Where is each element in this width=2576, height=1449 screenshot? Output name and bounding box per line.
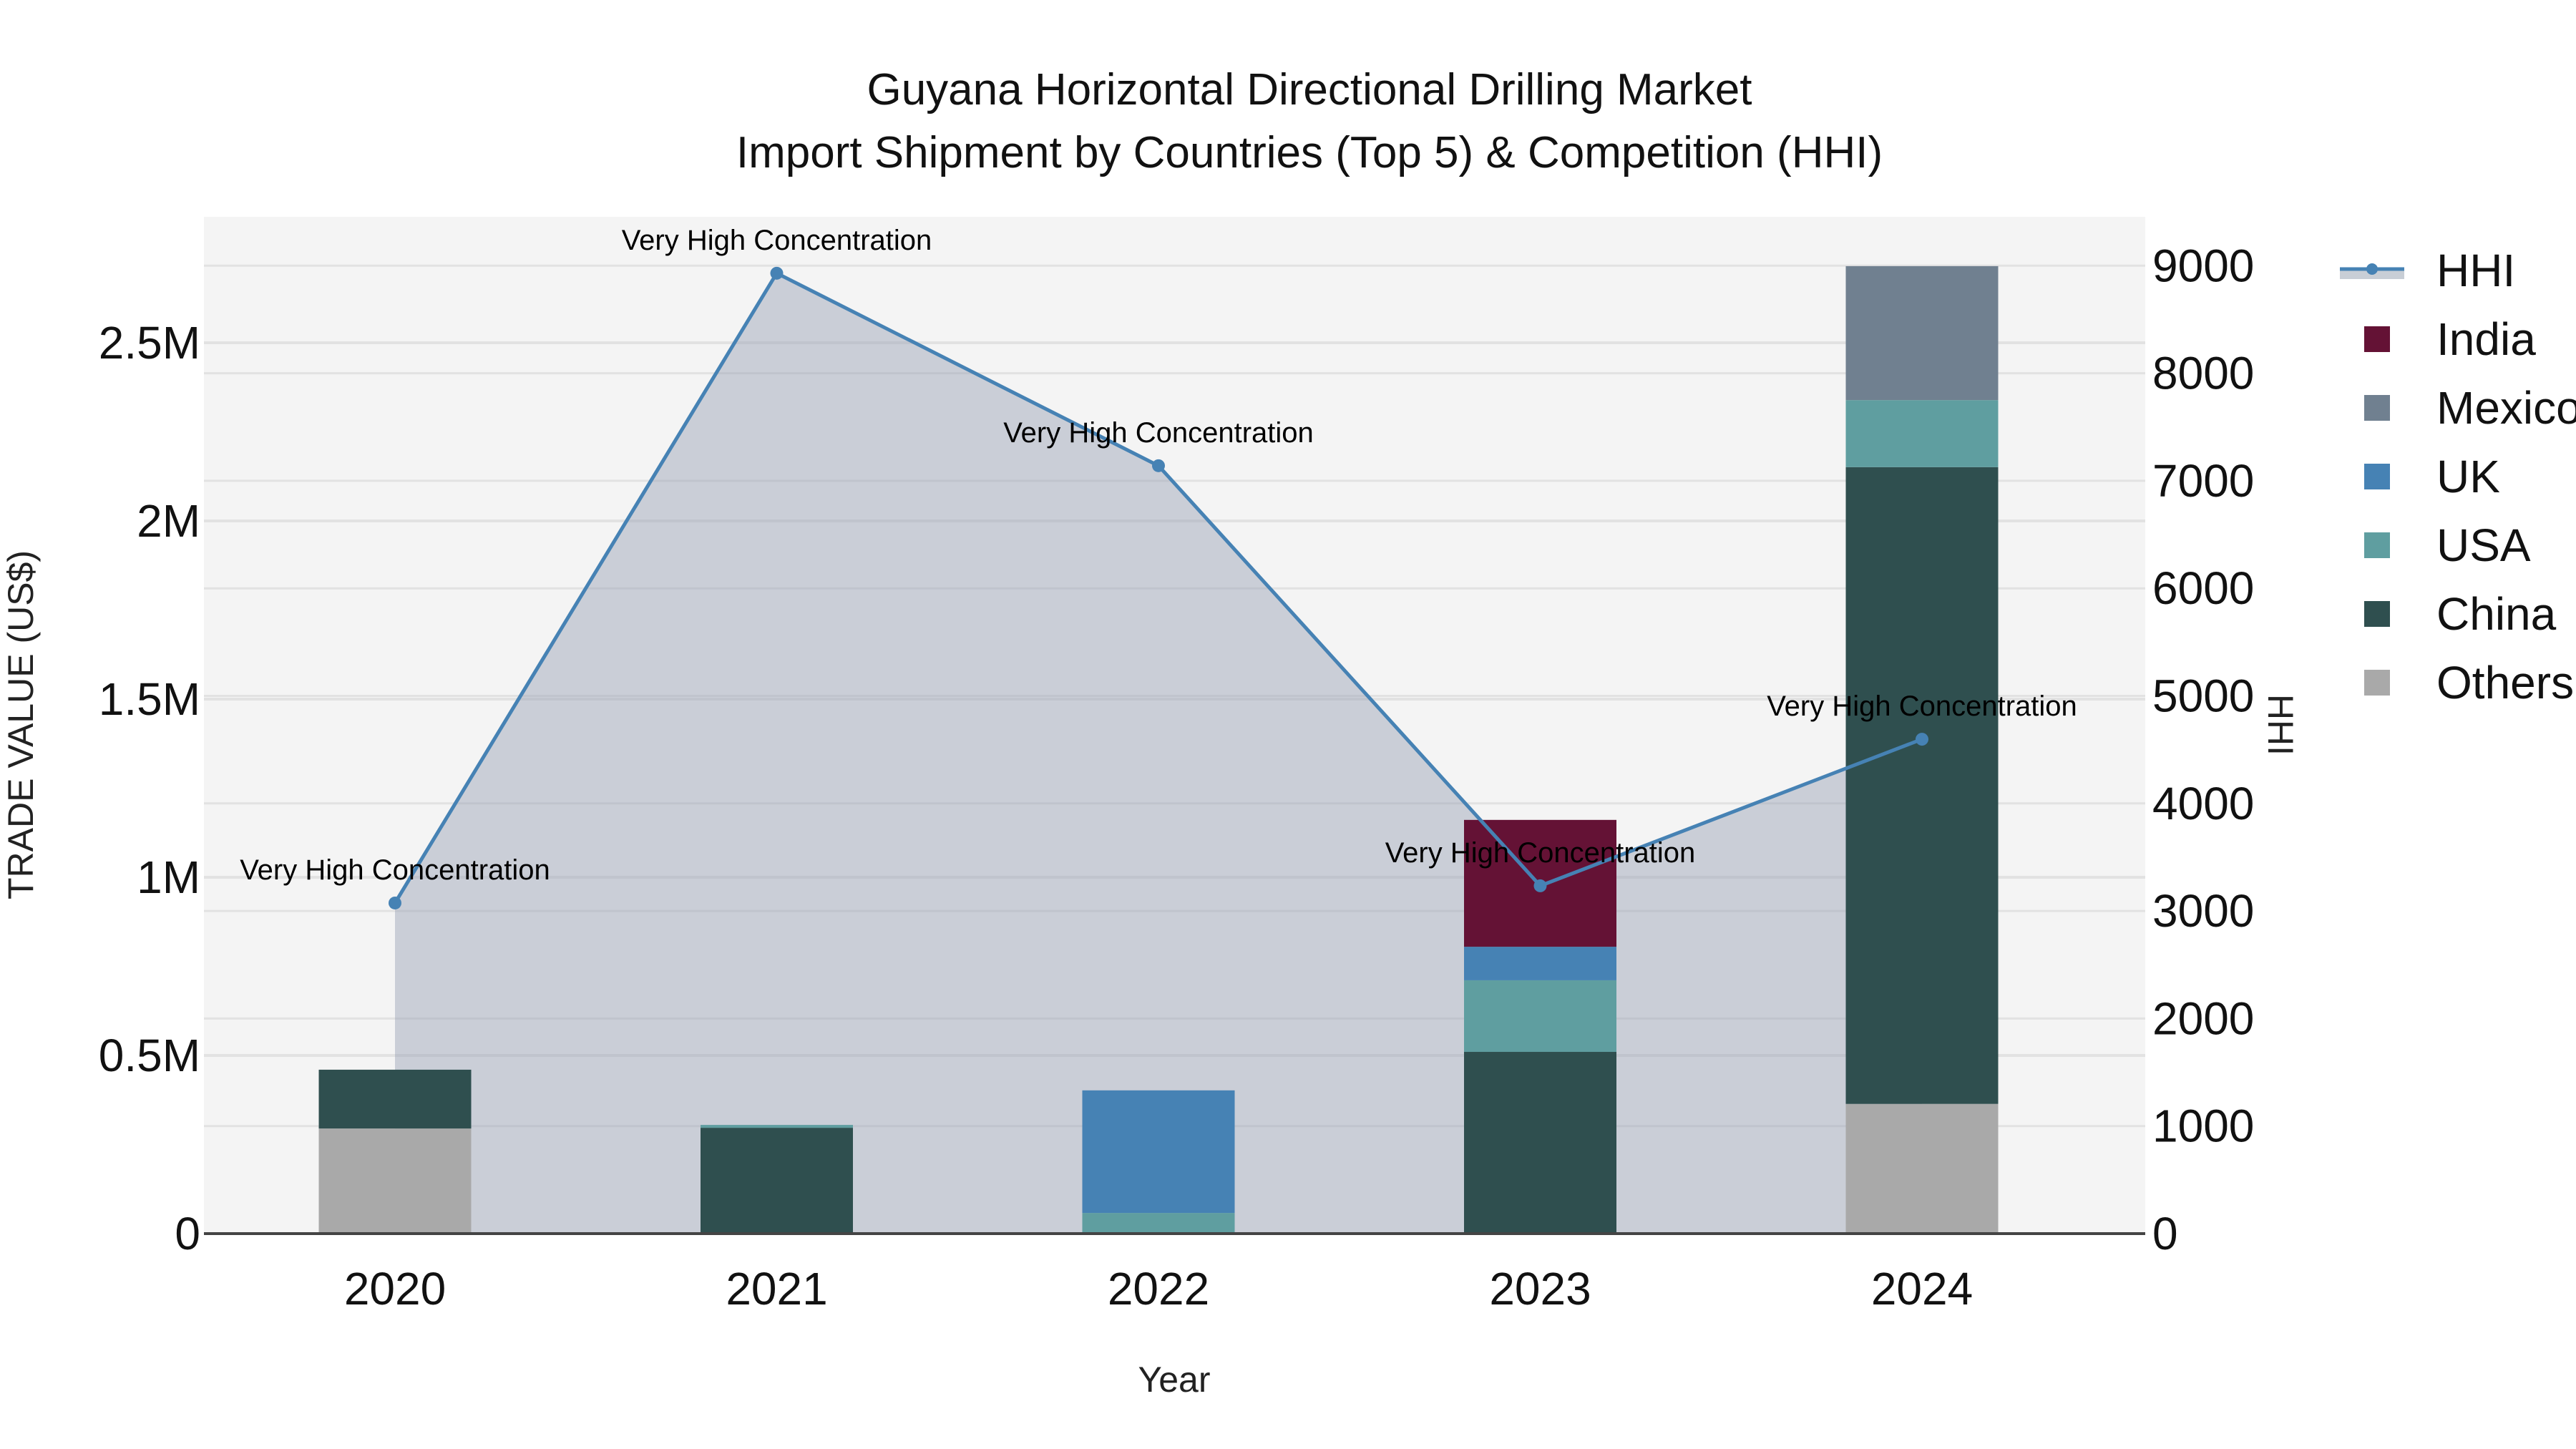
x-tick-label: 2021 — [726, 1263, 827, 1314]
legend-label: UK — [2436, 451, 2500, 502]
annotation-label: Very High Concentration — [240, 854, 550, 886]
color-swatch-icon — [2364, 395, 2390, 421]
bar-segment-uk-2023[interactable] — [1464, 947, 1616, 980]
legend-label: China — [2436, 588, 2557, 640]
legend-label: HHI — [2436, 245, 2516, 296]
bar-segment-mexico-2024[interactable] — [1845, 265, 1999, 401]
bar-segment-uk-2022[interactable] — [1082, 1090, 1235, 1214]
bar-segment-usa-2022[interactable] — [1082, 1213, 1235, 1234]
y-left-ticks: 0 0.5M 1M 1.5M 2M 2.5M — [99, 317, 200, 1259]
bar-segment-others-2024[interactable] — [1845, 1103, 1999, 1234]
y-right-tick-label: 4000 — [2152, 778, 2254, 829]
annotations: Very High Concentration Very High Concent… — [240, 225, 2077, 886]
hhi-point-2024[interactable] — [1916, 733, 1928, 746]
x-ticks: 2020 2021 2022 2023 2024 — [344, 1263, 1973, 1314]
hhi-point-2020[interactable] — [389, 896, 401, 909]
gridlines — [204, 264, 2145, 1128]
y-left-tick-label: 2M — [137, 495, 200, 547]
x-tick-label: 2023 — [1489, 1263, 1591, 1314]
y-left-axis-title: TRADE VALUE (US$) — [1, 550, 41, 899]
y-left-tick-label: 1.5M — [99, 673, 200, 725]
y-right-tick-label: 5000 — [2152, 670, 2254, 722]
hhi-markers — [389, 266, 1928, 909]
legend-label: India — [2436, 313, 2536, 365]
hhi-point-2021[interactable] — [770, 266, 784, 280]
hhi-point-2023[interactable] — [1533, 879, 1547, 892]
y-right-tick-label: 1000 — [2152, 1101, 2254, 1152]
x-tick-label: 2020 — [344, 1263, 446, 1314]
y-right-tick-label: 7000 — [2152, 455, 2254, 507]
color-swatch-icon — [2364, 601, 2390, 627]
bar-segment-china-2021[interactable] — [701, 1128, 853, 1234]
annotation-label: Very High Concentration — [1385, 837, 1696, 869]
bar-segment-china-2023[interactable] — [1464, 1052, 1616, 1234]
color-swatch-icon — [2364, 532, 2390, 558]
y-left-tick-label: 0 — [175, 1208, 200, 1259]
bar-segment-china-2024[interactable] — [1845, 467, 1999, 1104]
bar-segment-usa-2021[interactable] — [701, 1125, 853, 1128]
chart-title-line-1: Guyana Horizontal Directional Drilling M… — [867, 65, 1752, 114]
y-right-tick-label: 6000 — [2152, 562, 2254, 614]
x-tick-label: 2022 — [1108, 1263, 1209, 1314]
y-left-tick-label: 2.5M — [99, 317, 200, 369]
legend-label: Mexico — [2436, 382, 2576, 434]
y-right-tick-label: 2000 — [2152, 992, 2254, 1044]
y-right-tick-label: 8000 — [2152, 348, 2254, 399]
color-swatch-icon — [2364, 670, 2390, 696]
y-right-tick-label: 0 — [2152, 1208, 2178, 1259]
bar-segment-usa-2023[interactable] — [1464, 980, 1616, 1053]
legend-label: Others — [2436, 657, 2575, 708]
x-tick-label: 2024 — [1871, 1263, 1973, 1314]
hhi-point-2022[interactable] — [1152, 459, 1165, 472]
x-axis-title: Year — [1138, 1360, 1210, 1400]
annotation-label: Very High Concentration — [622, 225, 932, 256]
y-right-tick-label: 9000 — [2152, 240, 2254, 291]
annotation-label: Very High Concentration — [1767, 691, 2077, 722]
annotation-label: Very High Concentration — [1003, 417, 1314, 449]
y-left-tick-label: 0.5M — [99, 1030, 200, 1081]
chart-title-line-2: Import Shipment by Countries (Top 5) & C… — [736, 128, 1883, 177]
stacked-bars — [318, 265, 1999, 1234]
y-left-tick-label: 1M — [137, 852, 200, 903]
y-right-ticks: 0 1000 2000 3000 4000 5000 6000 7000 8000 9000 — [2152, 240, 2254, 1259]
line-marker-icon — [2340, 263, 2404, 279]
bar-segment-others-2020[interactable] — [318, 1128, 472, 1234]
y-right-axis-title: HHI — [2260, 694, 2301, 756]
color-swatch-icon — [2364, 464, 2390, 489]
bar-segment-usa-2024[interactable] — [1845, 400, 1999, 467]
y-right-tick-label: 3000 — [2152, 885, 2254, 937]
color-swatch-icon — [2364, 326, 2390, 352]
legend-label: USA — [2436, 519, 2531, 571]
bar-segment-china-2020[interactable] — [318, 1069, 472, 1129]
plot-background — [204, 217, 2145, 1234]
